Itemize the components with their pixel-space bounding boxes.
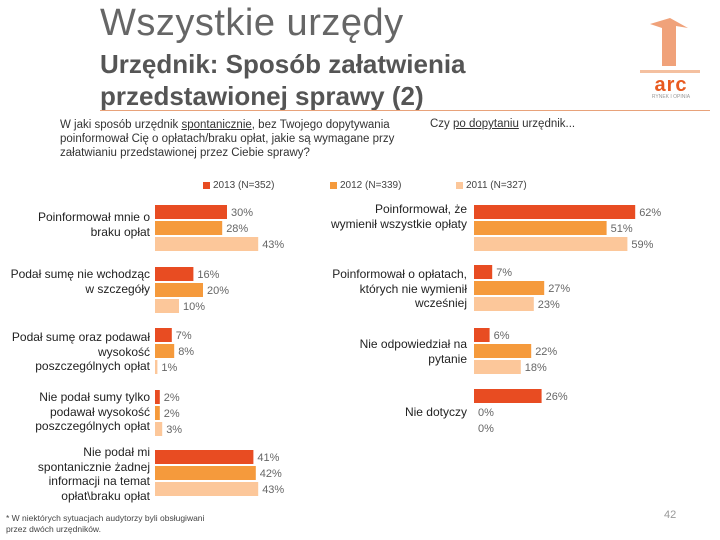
legend-swatch	[456, 182, 463, 189]
legend-swatch	[330, 182, 337, 189]
data-label: 62%	[639, 207, 661, 219]
bar	[155, 221, 223, 235]
bar	[474, 344, 532, 358]
bar	[155, 406, 160, 420]
bar	[155, 482, 259, 496]
bar	[474, 205, 636, 219]
bar	[155, 390, 160, 404]
underlined-word: spontanicznie	[181, 119, 252, 131]
data-label: 8%	[178, 346, 194, 358]
data-label: 20%	[207, 285, 229, 297]
logo-text: arc	[654, 74, 688, 96]
left-category-label: Podał sumę nie wchodząc w szczegóły	[10, 267, 150, 296]
bar	[474, 389, 542, 403]
bar	[474, 237, 628, 251]
left-category-label: Poinformował mnie o braku opłat	[37, 210, 150, 239]
bar	[474, 265, 493, 279]
bar	[474, 281, 545, 295]
data-label: 27%	[548, 283, 570, 295]
footnote: * W niektórych sytuacjach audytorzy byli…	[6, 513, 205, 534]
data-label: 2%	[164, 408, 180, 420]
right-category-label: Poinformował, że wymienił wszystkie opła…	[330, 202, 467, 231]
legend-item-2011: 2011 (N=327)	[456, 180, 527, 191]
bar	[155, 328, 172, 342]
data-label: 16%	[197, 269, 219, 281]
data-label: 28%	[226, 223, 248, 235]
bar	[474, 297, 534, 311]
bar	[155, 205, 227, 219]
data-label: 3%	[166, 424, 182, 436]
right-category-label: Nie dotyczy	[404, 405, 467, 419]
bar	[474, 221, 607, 235]
bar	[155, 466, 256, 480]
data-label: 0%	[478, 407, 494, 419]
logo-subtext: RYNEK I OPINIA	[651, 94, 691, 100]
data-label: 43%	[262, 239, 284, 251]
data-label: 0%	[478, 423, 494, 435]
bar	[155, 237, 259, 251]
left-category-label: Nie podał sumy tylko podawał wysokość po…	[35, 390, 150, 433]
bar	[155, 283, 203, 297]
right-category-label: Poinformował o opłatach, których nie wym…	[332, 267, 467, 310]
data-label: 42%	[260, 468, 282, 480]
data-label: 22%	[535, 346, 557, 358]
bar	[155, 360, 158, 374]
arc-logo-icon	[640, 18, 700, 73]
page-subtitle: Urzędnik: Sposób załatwienia przedstawio…	[100, 49, 466, 111]
left-category-label: Nie podał mi spontanicznie żadnej inform…	[37, 445, 150, 503]
bar	[155, 450, 254, 464]
question-right: Czy po dopytaniu urzędnik...	[430, 118, 576, 130]
data-label: 10%	[183, 301, 205, 313]
question-left: W jaki sposób urzędnik spontanicznie, be…	[60, 119, 395, 159]
data-label: 6%	[494, 330, 510, 342]
page-title: Wszystkie urzędy	[100, 2, 404, 44]
data-label: 7%	[496, 267, 512, 279]
bar	[474, 328, 490, 342]
legend-item-2012: 2012 (N=339)	[330, 180, 401, 191]
data-label: 43%	[262, 484, 284, 496]
data-label: 2%	[164, 392, 180, 404]
data-label: 1%	[161, 362, 177, 374]
legend-item-2013: 2013 (N=352)	[203, 180, 274, 191]
header-divider	[100, 110, 710, 111]
underlined-word: po dopytaniu	[453, 118, 519, 130]
bar	[155, 344, 175, 358]
data-label: 41%	[257, 452, 279, 464]
data-label: 59%	[631, 239, 653, 251]
data-label: 23%	[538, 299, 560, 311]
bar	[155, 267, 194, 281]
data-label: 18%	[525, 362, 547, 374]
data-label: 26%	[546, 391, 568, 403]
bar	[155, 422, 163, 436]
left-category-label: Podał sumę oraz podawał wysokość poszcze…	[11, 330, 150, 373]
data-label: 30%	[231, 207, 253, 219]
legend-swatch	[203, 182, 210, 189]
right-category-label: Nie odpowiedział na pytanie	[359, 337, 467, 366]
data-label: 51%	[611, 223, 633, 235]
page-number: 42	[664, 509, 677, 521]
bar	[155, 299, 179, 313]
data-label: 7%	[176, 330, 192, 342]
bar	[474, 360, 521, 374]
